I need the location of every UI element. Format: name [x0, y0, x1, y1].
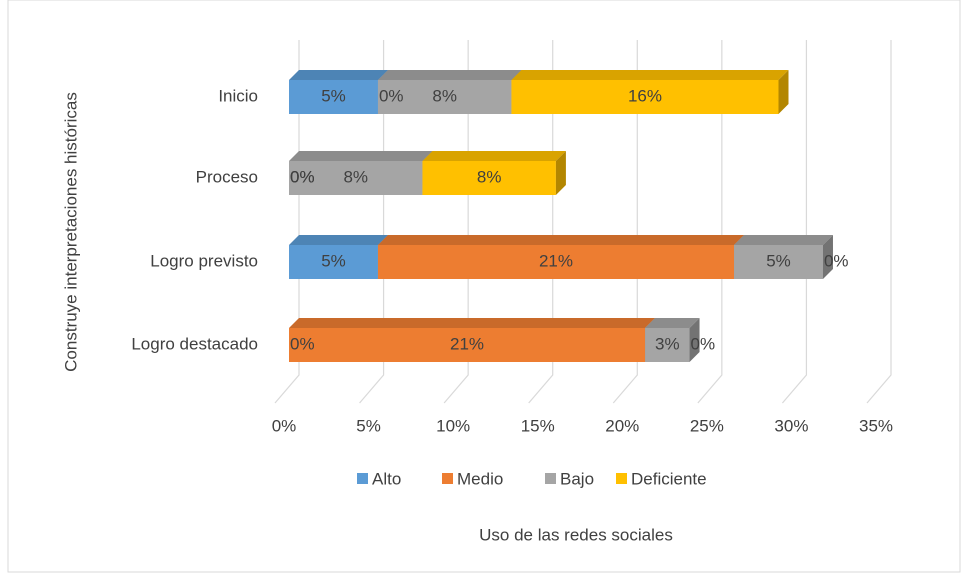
- data-label: 21%: [539, 251, 573, 270]
- legend-swatch: [442, 473, 453, 484]
- bar: [734, 245, 823, 279]
- bar: [289, 245, 378, 279]
- bar-top: [377, 235, 745, 245]
- x-tick-label: 15%: [521, 416, 555, 435]
- bar: [511, 80, 779, 114]
- data-label: 8%: [432, 86, 457, 105]
- legend-swatch: [357, 473, 368, 484]
- bar: [289, 161, 423, 195]
- grid-line: [781, 40, 808, 404]
- legend-label: Medio: [457, 469, 503, 488]
- bar: [377, 80, 512, 114]
- chart-border: [7, 0, 961, 573]
- bar-top: [289, 151, 433, 161]
- y-tick-label: Inicio: [218, 86, 258, 105]
- data-label: 0%: [290, 167, 315, 186]
- data-label: 5%: [766, 251, 791, 270]
- data-label: 8%: [477, 167, 502, 186]
- bar-top: [377, 70, 522, 80]
- legend-swatch: [545, 473, 556, 484]
- x-tick-label: 25%: [690, 416, 724, 435]
- data-label: 0%: [290, 334, 315, 353]
- bar-top: [289, 70, 388, 80]
- x-tick-label: 20%: [605, 416, 639, 435]
- data-label: 0%: [691, 334, 716, 353]
- data-label: 0%: [824, 251, 849, 270]
- bar: [377, 245, 735, 279]
- bar-top: [734, 235, 833, 245]
- y-tick-label: Logro destacado: [131, 334, 258, 353]
- x-tick-label: 10%: [436, 416, 470, 435]
- grid-line: [697, 40, 723, 404]
- grid-line: [866, 40, 892, 404]
- data-label: 0%: [290, 167, 315, 186]
- y-tick-label: Logro previsto: [150, 251, 258, 270]
- data-label: 5%: [321, 86, 346, 105]
- bar-top: [422, 151, 566, 161]
- grid-line: [612, 40, 638, 404]
- bar: [645, 328, 690, 362]
- legend-swatch: [616, 473, 627, 484]
- data-label: 21%: [450, 334, 484, 353]
- data-label: 0%: [379, 86, 404, 105]
- bar-side: [555, 151, 566, 195]
- bar: [289, 80, 378, 114]
- legend-label: Bajo: [560, 469, 594, 488]
- bar-side: [822, 235, 833, 279]
- data-label: 3%: [655, 334, 680, 353]
- y-axis-title: Construye interpretaciones históricas: [61, 92, 80, 372]
- y-tick-label: Proceso: [196, 167, 258, 186]
- data-label: 16%: [628, 86, 662, 105]
- x-tick-label: 0%: [272, 416, 297, 435]
- bar-side: [778, 70, 789, 114]
- x-axis-title: Uso de las redes sociales: [479, 525, 673, 544]
- x-tick-label: 5%: [356, 416, 381, 435]
- bar-top: [289, 235, 388, 245]
- bar-top: [645, 318, 700, 328]
- legend-label: Deficiente: [631, 469, 707, 488]
- x-tick-label: 35%: [859, 416, 893, 435]
- legend-label: Alto: [372, 469, 401, 488]
- bar: [289, 328, 646, 362]
- bar: [422, 161, 556, 195]
- bar-top: [289, 318, 656, 328]
- bar-side: [689, 318, 700, 362]
- data-label: 5%: [321, 251, 346, 270]
- bar-top: [511, 70, 789, 80]
- x-tick-label: 30%: [774, 416, 808, 435]
- data-label: 8%: [343, 167, 368, 186]
